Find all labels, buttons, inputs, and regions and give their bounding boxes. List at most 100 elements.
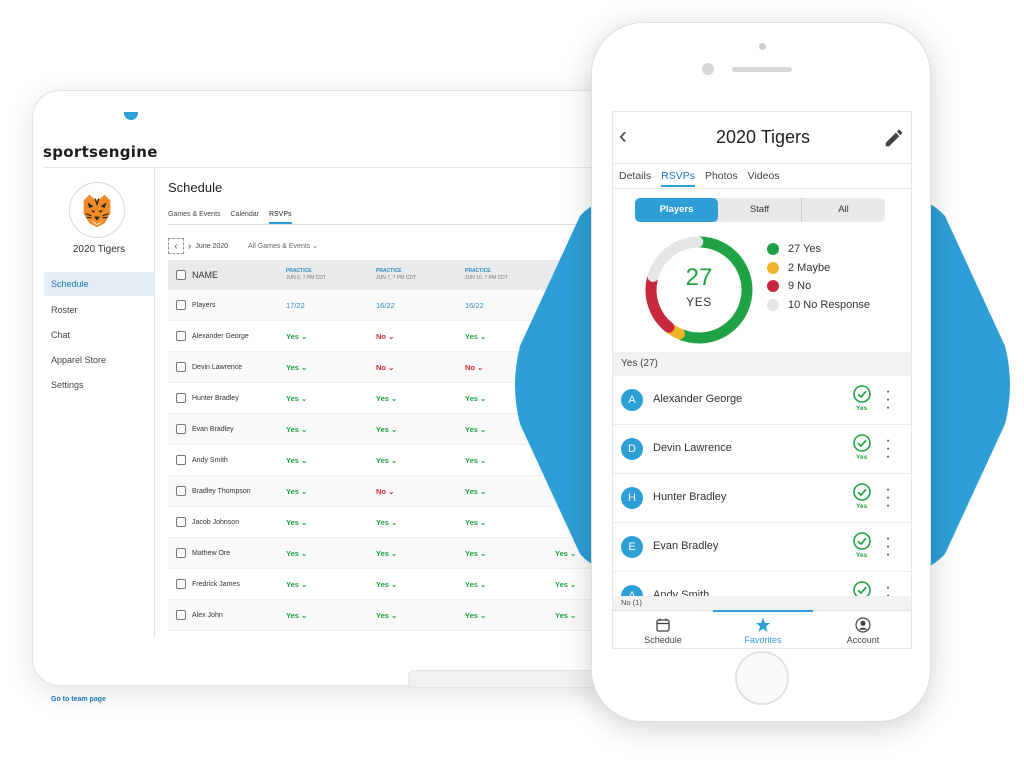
rsvp-dropdown[interactable]: Yes ⌄	[286, 548, 308, 558]
tab-photos[interactable]: Photos	[704, 170, 738, 182]
rsvp-dropdown[interactable]: Yes ⌄	[286, 331, 308, 341]
row-checkbox[interactable]	[176, 486, 186, 496]
rsvp-dropdown[interactable]: Yes ⌄	[286, 393, 308, 403]
row-checkbox[interactable]	[176, 579, 186, 589]
chevron-down-icon: ⌄	[298, 548, 308, 558]
row-checkbox[interactable]	[176, 517, 186, 527]
tabbar-schedule[interactable]: Schedule	[613, 611, 713, 648]
edit-pencil-icon[interactable]	[883, 127, 905, 149]
rsvp-dropdown[interactable]: No ⌄	[376, 331, 395, 341]
rsvp-dropdown[interactable]: Yes ⌄	[465, 486, 487, 496]
tab-rsvps[interactable]: RSVPs	[661, 170, 695, 187]
attendance-count[interactable]: 16/22	[465, 300, 484, 310]
rsvp-dropdown[interactable]: Yes ⌄	[465, 548, 487, 558]
list-item[interactable]: D Devin Lawrence Yes · · ·	[613, 425, 911, 474]
rsvp-dropdown[interactable]: Yes ⌄	[555, 579, 577, 589]
column-header[interactable]: PRACTICE JUN 10, 7 PM CDT	[465, 268, 508, 281]
rsvp-dropdown[interactable]: Yes ⌄	[465, 610, 487, 620]
sidebar-item-apparel-store[interactable]: Apparel Store	[51, 355, 107, 365]
next-month-button[interactable]: ›	[188, 240, 192, 252]
list-item[interactable]: H Hunter Bradley Yes · · ·	[613, 474, 911, 523]
rsvp-dropdown[interactable]: Yes ⌄	[376, 610, 398, 620]
schedule-tabs: Games & Events Calendar RSVPs	[168, 211, 292, 224]
sidebar-item-settings[interactable]: Settings	[51, 380, 84, 390]
back-chevron-icon[interactable]: ‹	[619, 122, 627, 149]
tab-rsvps[interactable]: RSVPs	[268, 211, 292, 224]
rsvp-dropdown[interactable]: Yes ⌄	[555, 610, 577, 620]
rsvp-dropdown[interactable]: Yes ⌄	[376, 517, 398, 527]
segment-all[interactable]: All	[801, 198, 885, 222]
row-checkbox[interactable]	[176, 331, 186, 341]
segment-staff[interactable]: Staff	[749, 204, 770, 215]
tabbar-favorites[interactable]: Favorites	[713, 610, 813, 648]
prev-month-button[interactable]: ‹	[168, 238, 184, 254]
sidebar-item-chat[interactable]: Chat	[51, 330, 71, 340]
rsvp-dropdown[interactable]: Yes ⌄	[286, 424, 308, 434]
rsvp-dropdown[interactable]: No ⌄	[376, 362, 395, 372]
row-checkbox[interactable]	[176, 362, 186, 372]
rsvp-dropdown[interactable]: No ⌄	[465, 362, 484, 372]
segment-players[interactable]: Players	[635, 198, 718, 222]
row-checkbox[interactable]	[176, 393, 186, 403]
player-name: Hunter Bradley	[192, 394, 239, 402]
chevron-down-icon: ⌄	[567, 548, 577, 558]
row-checkbox[interactable]	[176, 610, 186, 620]
rsvp-dropdown[interactable]: Yes ⌄	[286, 517, 308, 527]
list-item[interactable]: E Evan Bradley Yes · · ·	[613, 523, 911, 572]
attendance-count[interactable]: 17/22	[286, 300, 305, 310]
rsvp-dropdown[interactable]: Yes ⌄	[286, 486, 308, 496]
sidebar-item-schedule[interactable]: Schedule	[44, 272, 154, 296]
check-circle-icon[interactable]	[853, 483, 871, 501]
rsvp-dropdown[interactable]: Yes ⌄	[465, 331, 487, 341]
check-circle-icon[interactable]	[853, 434, 871, 452]
more-options-icon[interactable]: ···	[885, 481, 891, 514]
row-checkbox[interactable]	[176, 548, 186, 558]
check-circle-icon[interactable]	[853, 385, 871, 403]
column-header[interactable]: PRACTICE JUN 7, 7 PM CDT	[376, 268, 417, 281]
list-item[interactable]: A Alexander George Yes · · ·	[613, 376, 911, 425]
rsvp-dropdown[interactable]: Yes ⌄	[376, 548, 398, 558]
rsvp-dropdown[interactable]: Yes ⌄	[465, 517, 487, 527]
go-to-team-page-link[interactable]: Go to team page	[51, 696, 106, 703]
column-header[interactable]: PRACTICE JUN 6, 7 PM CDT	[286, 268, 327, 281]
rsvp-dropdown[interactable]: Yes ⌄	[376, 579, 398, 589]
sidebar-item-roster[interactable]: Roster	[51, 305, 78, 315]
tab-games-events[interactable]: Games & Events	[168, 211, 221, 218]
select-all-checkbox[interactable]	[176, 270, 186, 280]
rsvp-dropdown[interactable]: Yes ⌄	[465, 424, 487, 434]
home-button[interactable]	[735, 651, 789, 705]
rsvp-dropdown[interactable]: Yes ⌄	[555, 548, 577, 558]
attendance-count[interactable]: 16/22	[376, 300, 395, 310]
rsvp-dropdown[interactable]: Yes ⌄	[286, 579, 308, 589]
chevron-down-icon: ⌄	[388, 393, 398, 403]
table-row: Jacob Johnson Yes ⌄ Yes ⌄ Yes ⌄	[168, 507, 653, 538]
tabbar-account[interactable]: Account	[813, 611, 911, 648]
page-title: Schedule	[168, 180, 223, 195]
rsvp-dropdown[interactable]: Yes ⌄	[376, 455, 398, 465]
player-name: Devin Lawrence	[192, 363, 243, 371]
chevron-down-icon: ⌄	[477, 331, 487, 341]
check-circle-icon[interactable]	[853, 532, 871, 550]
tab-calendar[interactable]: Calendar	[230, 211, 259, 218]
rsvp-dropdown[interactable]: Yes ⌄	[376, 424, 398, 434]
row-checkbox[interactable]	[176, 455, 186, 465]
row-checkbox[interactable]	[176, 424, 186, 434]
rsvp-dropdown[interactable]: Yes ⌄	[465, 393, 487, 403]
rsvp-dropdown[interactable]: No ⌄	[376, 486, 395, 496]
player-name: Evan Bradley	[653, 540, 719, 552]
tab-details[interactable]: Details	[619, 170, 652, 182]
rsvp-dropdown[interactable]: Yes ⌄	[376, 393, 398, 403]
rsvp-dropdown[interactable]: Yes ⌄	[465, 579, 487, 589]
row-checkbox[interactable]	[176, 300, 186, 310]
rsvp-dropdown[interactable]: Yes ⌄	[286, 455, 308, 465]
more-options-icon[interactable]: ···	[885, 432, 891, 465]
rsvp-dropdown[interactable]: Yes ⌄	[465, 455, 487, 465]
more-options-icon[interactable]: ···	[885, 530, 891, 563]
chevron-down-icon: ⌄	[388, 610, 398, 620]
rsvp-dropdown[interactable]: Yes ⌄	[286, 362, 308, 372]
header-divider	[43, 167, 653, 168]
rsvp-dropdown[interactable]: Yes ⌄	[286, 610, 308, 620]
tab-videos[interactable]: Videos	[747, 170, 780, 182]
more-options-icon[interactable]: ···	[885, 383, 891, 416]
event-filter-dropdown[interactable]: All Games & Events ⌄	[248, 243, 319, 250]
